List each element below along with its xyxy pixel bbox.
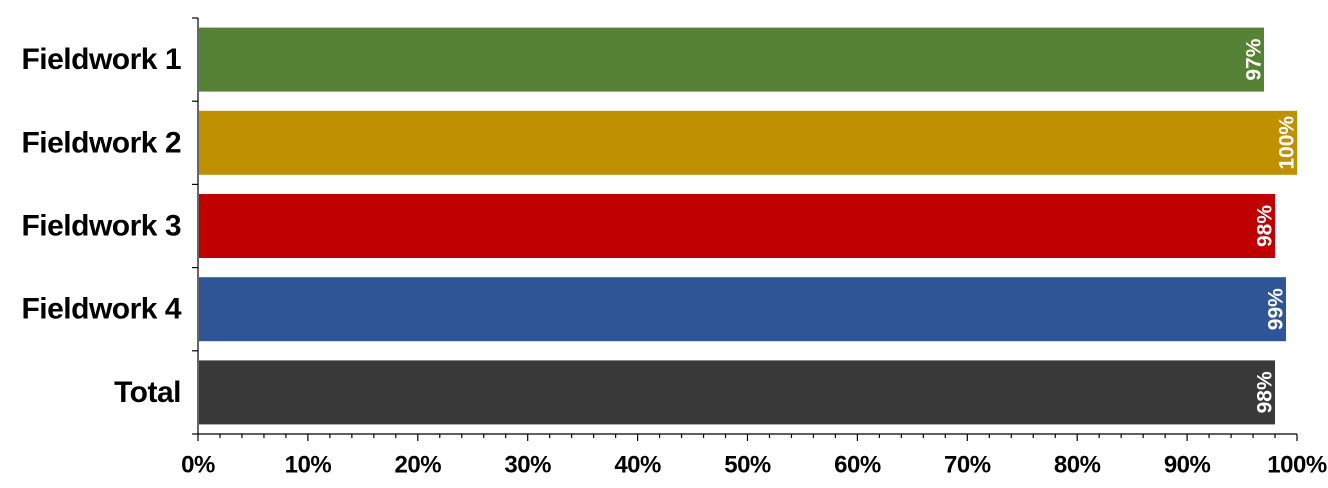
bar [199, 110, 1297, 175]
category-label: Total [114, 376, 181, 409]
data-label: 98% [1254, 371, 1277, 413]
x-tick-label: 60% [834, 452, 881, 479]
bar [199, 360, 1276, 425]
x-tick-label: 0% [181, 452, 215, 479]
x-tick-label: 90% [1164, 452, 1211, 479]
bar [199, 194, 1276, 258]
data-label: 99% [1265, 288, 1288, 330]
x-tick-label: 100% [1267, 452, 1327, 479]
x-tick-label: 70% [944, 452, 991, 479]
x-tick-label: 20% [395, 452, 442, 479]
data-label: 100% [1276, 116, 1299, 170]
x-tick-label: 80% [1054, 452, 1101, 479]
bar [199, 27, 1265, 92]
category-label: Fieldwork 2 [21, 126, 181, 159]
bar [199, 277, 1287, 342]
category-label: Fieldwork 1 [21, 43, 181, 76]
category-label: Fieldwork 3 [21, 210, 181, 243]
x-tick-label: 10% [285, 452, 332, 479]
x-tick-label: 30% [504, 452, 551, 479]
category-label: Fieldwork 4 [21, 293, 181, 326]
x-tick-label: 40% [614, 452, 661, 479]
data-label: 97% [1243, 38, 1266, 80]
data-label: 98% [1254, 205, 1277, 247]
x-tick-label: 50% [724, 452, 771, 479]
